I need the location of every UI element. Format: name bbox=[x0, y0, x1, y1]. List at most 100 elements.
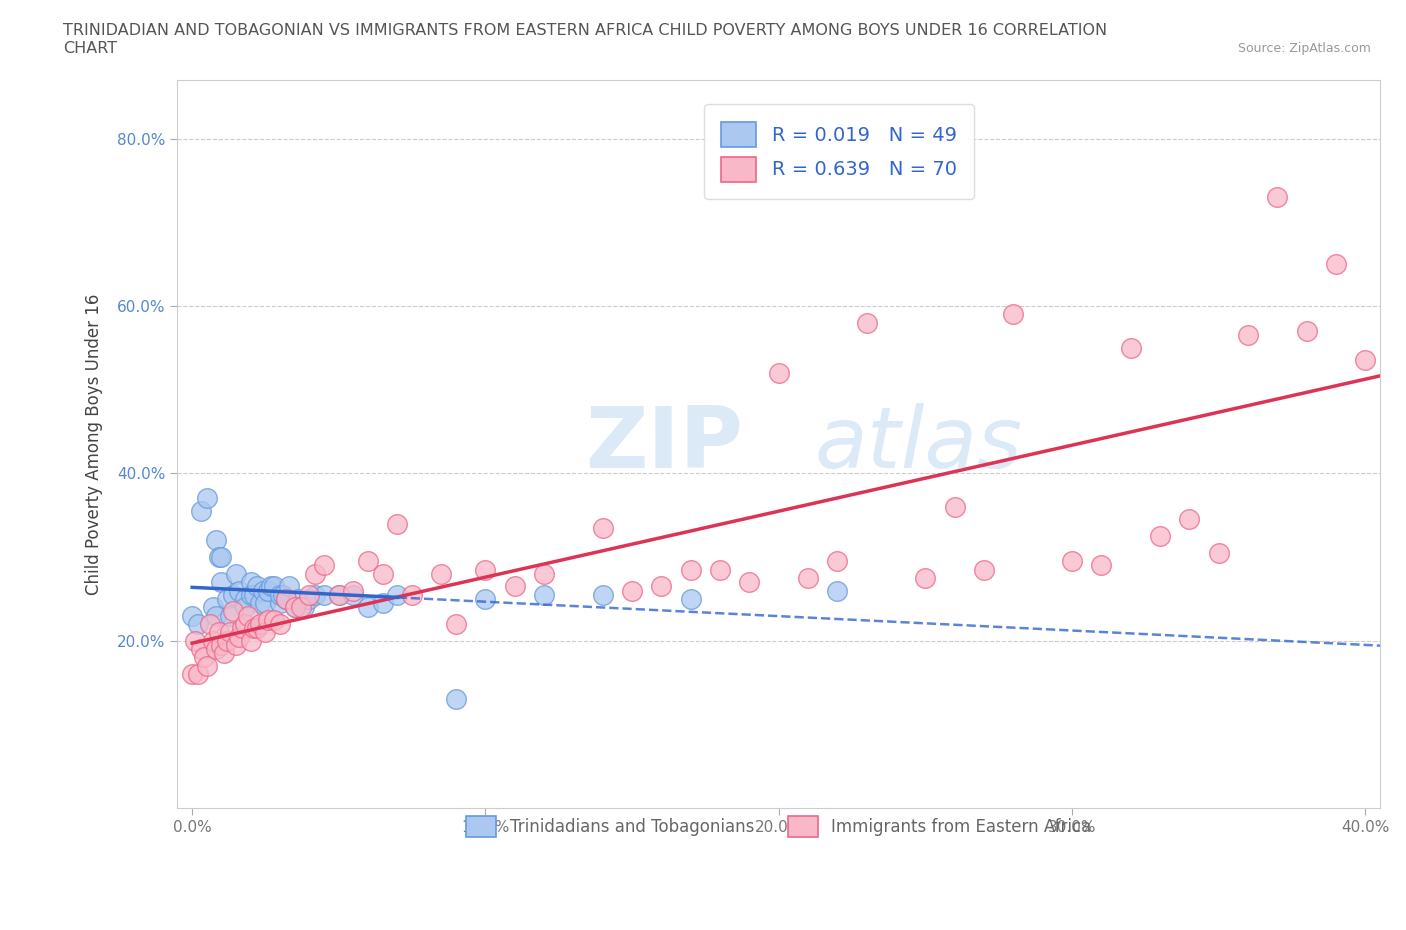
Y-axis label: Child Poverty Among Boys Under 16: Child Poverty Among Boys Under 16 bbox=[86, 294, 103, 595]
Point bbox=[190, 504, 212, 519]
Point bbox=[328, 587, 350, 602]
Point bbox=[1324, 257, 1347, 272]
Point bbox=[1354, 353, 1376, 368]
Point bbox=[269, 617, 291, 631]
Point bbox=[503, 578, 526, 593]
Point bbox=[943, 499, 966, 514]
Point bbox=[231, 620, 253, 635]
Point bbox=[1295, 324, 1317, 339]
Point bbox=[1002, 307, 1025, 322]
Point bbox=[444, 617, 467, 631]
Point bbox=[1149, 529, 1171, 544]
Point bbox=[195, 658, 218, 673]
Point bbox=[198, 617, 221, 631]
Legend: Trinidadians and Tobagonians, Immigrants from Eastern Africa: Trinidadians and Tobagonians, Immigrants… bbox=[453, 803, 1105, 851]
Point bbox=[195, 491, 218, 506]
Point bbox=[328, 587, 350, 602]
Point bbox=[242, 587, 264, 602]
Point bbox=[797, 570, 820, 585]
Point bbox=[204, 533, 226, 548]
Point bbox=[973, 562, 995, 577]
Point bbox=[679, 562, 702, 577]
Point bbox=[201, 633, 224, 648]
Point bbox=[430, 566, 453, 581]
Point bbox=[246, 578, 269, 593]
Point bbox=[1237, 328, 1260, 343]
Text: ZIP: ZIP bbox=[585, 403, 742, 485]
Point bbox=[533, 566, 555, 581]
Point bbox=[211, 575, 233, 590]
Point bbox=[201, 600, 224, 615]
Point bbox=[217, 591, 239, 606]
Point bbox=[827, 583, 849, 598]
Point bbox=[679, 591, 702, 606]
Point bbox=[204, 608, 226, 623]
Point bbox=[269, 595, 291, 610]
Point bbox=[187, 617, 209, 631]
Point bbox=[1267, 190, 1289, 205]
Point bbox=[181, 667, 204, 682]
Point bbox=[474, 591, 496, 606]
Point bbox=[298, 587, 321, 602]
Point bbox=[1090, 558, 1112, 573]
Point bbox=[304, 587, 326, 602]
Point bbox=[855, 315, 877, 330]
Point bbox=[219, 625, 242, 640]
Point bbox=[207, 625, 229, 640]
Point bbox=[239, 587, 262, 602]
Point bbox=[914, 570, 936, 585]
Point bbox=[217, 633, 239, 648]
Point bbox=[298, 591, 321, 606]
Point bbox=[236, 608, 259, 623]
Point bbox=[269, 587, 291, 602]
Point bbox=[254, 595, 277, 610]
Point bbox=[650, 578, 672, 593]
Point bbox=[271, 587, 294, 602]
Point bbox=[228, 629, 250, 644]
Point bbox=[357, 600, 380, 615]
Point bbox=[257, 612, 280, 627]
Point bbox=[592, 587, 614, 602]
Point bbox=[284, 600, 307, 615]
Point bbox=[211, 637, 233, 652]
Text: TRINIDADIAN AND TOBAGONIAN VS IMMIGRANTS FROM EASTERN AFRICA CHILD POVERTY AMONG: TRINIDADIAN AND TOBAGONIAN VS IMMIGRANTS… bbox=[63, 23, 1108, 56]
Point bbox=[187, 667, 209, 682]
Text: atlas: atlas bbox=[815, 403, 1024, 485]
Point bbox=[533, 587, 555, 602]
Point bbox=[242, 620, 264, 635]
Point bbox=[709, 562, 731, 577]
Point bbox=[204, 642, 226, 657]
Point bbox=[222, 604, 245, 618]
Point bbox=[184, 633, 207, 648]
Point bbox=[357, 553, 380, 568]
Point bbox=[246, 620, 269, 635]
Point bbox=[314, 558, 336, 573]
Point bbox=[249, 595, 271, 610]
Point bbox=[257, 583, 280, 598]
Point bbox=[621, 583, 644, 598]
Point bbox=[287, 591, 309, 606]
Point bbox=[254, 625, 277, 640]
Point bbox=[274, 591, 297, 606]
Point bbox=[274, 591, 297, 606]
Point bbox=[290, 600, 312, 615]
Point bbox=[387, 587, 409, 602]
Point bbox=[233, 617, 256, 631]
Point bbox=[219, 608, 242, 623]
Point bbox=[342, 583, 364, 598]
Point bbox=[1208, 546, 1230, 561]
Point bbox=[304, 566, 326, 581]
Point bbox=[239, 575, 262, 590]
Point bbox=[371, 595, 394, 610]
Point bbox=[193, 650, 215, 665]
Point bbox=[225, 637, 247, 652]
Point bbox=[263, 578, 285, 593]
Point bbox=[387, 516, 409, 531]
Point bbox=[211, 550, 233, 565]
Point bbox=[444, 692, 467, 707]
Point bbox=[233, 600, 256, 615]
Point bbox=[228, 583, 250, 598]
Point bbox=[827, 553, 849, 568]
Point bbox=[1062, 553, 1084, 568]
Point bbox=[371, 566, 394, 581]
